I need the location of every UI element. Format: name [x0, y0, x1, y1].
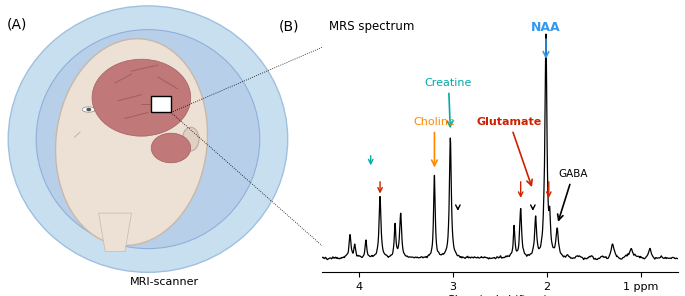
Ellipse shape	[92, 59, 190, 136]
Polygon shape	[99, 213, 132, 252]
FancyBboxPatch shape	[151, 96, 171, 112]
Text: (B): (B)	[279, 20, 300, 34]
Text: Choline: Choline	[414, 117, 456, 166]
Ellipse shape	[86, 108, 91, 111]
Ellipse shape	[151, 133, 190, 163]
Ellipse shape	[55, 39, 208, 245]
Ellipse shape	[8, 6, 288, 272]
Ellipse shape	[82, 107, 95, 112]
Text: GABA: GABA	[558, 169, 588, 220]
Text: NAA: NAA	[531, 20, 561, 57]
Text: MRI-scanner: MRI-scanner	[130, 277, 199, 287]
Ellipse shape	[182, 127, 199, 151]
Text: MRS spectrum: MRS spectrum	[329, 20, 414, 33]
X-axis label: Chemical shift axis: Chemical shift axis	[447, 295, 553, 296]
Text: Glutamate: Glutamate	[477, 117, 542, 186]
Ellipse shape	[36, 30, 260, 249]
Text: (A): (A)	[7, 18, 27, 32]
Text: Creatine: Creatine	[425, 78, 472, 127]
